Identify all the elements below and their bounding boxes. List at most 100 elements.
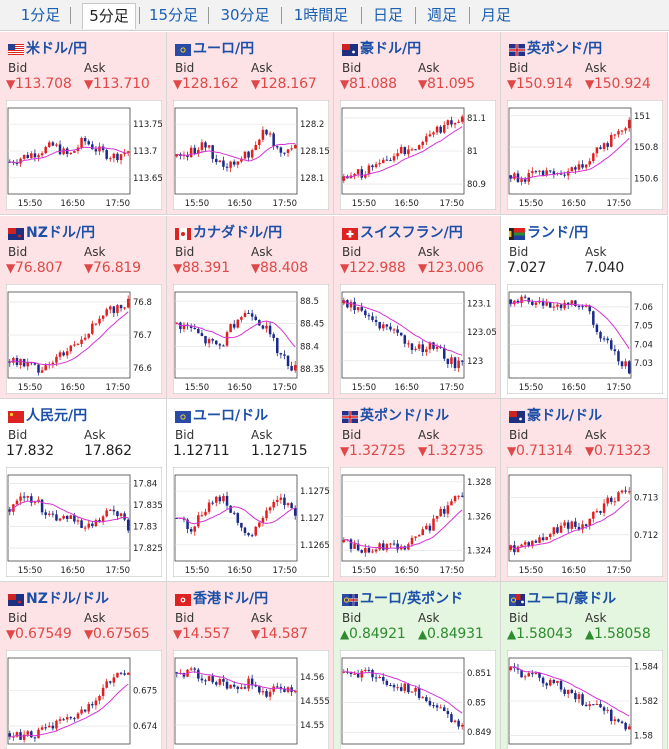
candlestick-chart[interactable]: 76.8 76.7 76.6 15:50 16:50 17:50 <box>6 284 162 394</box>
rate-card[interactable]: ユーロ/豪ドル Bid Ask ▲1.58043 ▲1.58058 1.584 1.582 1… <box>501 582 668 749</box>
down-arrow-icon: ▼ <box>507 444 517 458</box>
candle-body <box>425 349 428 352</box>
pair-name-link[interactable]: ユーロ/円 <box>193 41 255 57</box>
candle-body <box>55 144 58 146</box>
tab-3[interactable]: 15分足 <box>148 6 199 24</box>
candlestick-chart[interactable]: 123.1 123.05 123 15:50 16:50 17:50 <box>340 284 496 394</box>
candle-body <box>549 170 552 172</box>
rate-card[interactable]: 豪ドル/円 Bid Ask ▼81.088 ▼81.095 81.1 81 80.9 15:50… <box>334 32 501 215</box>
chart-svg: 151 150.8 150.6 15:50 16:50 17:50 <box>507 100 663 210</box>
tab-6[interactable]: 日足 <box>372 6 403 24</box>
candlestick-chart[interactable]: 1.1275 1.127 1.1265 15:50 16:50 17:50 <box>173 467 329 577</box>
candle-body <box>87 141 90 145</box>
rate-card[interactable]: ユーロ/円 Bid Ask ▼128.162 ▼128.167 128.2 128.15 12… <box>167 32 334 215</box>
bid-price: 150.914 <box>516 76 573 92</box>
rate-card[interactable]: NZドル/円 Bid Ask ▼76.807 ▼76.819 76.8 76.7 76.6 15… <box>0 216 167 399</box>
rate-card[interactable]: 香港ドル/円 Bid Ask ▼14.557 ▼14.587 14.56 14.555 14.… <box>167 582 334 749</box>
rate-card[interactable]: NZドル/ドルBidAsk▼0.67549▼0.675650.6750.6741… <box>0 582 167 749</box>
rate-card[interactable]: ランド/円 Bid Ask 7.027 7.040 7.06 7.05 7.04 7.03 15:… <box>501 216 668 399</box>
candle-body <box>250 535 254 537</box>
gb-flag-icon <box>509 41 525 56</box>
pair-name-link[interactable]: スイスフラン/円 <box>360 225 463 241</box>
candle-body <box>581 524 584 530</box>
candlestick-chart[interactable]: 88.5 88.45 88.4 88.35 15:50 16:50 17:50 <box>173 284 329 394</box>
candlestick-chart[interactable]: 128.2 128.15 128.1 15:50 16:50 17:50 <box>173 100 329 210</box>
candle-body <box>94 323 98 325</box>
rate-card[interactable]: ユーロ/ドル Bid Ask 1.12711 1.12715 1.1275 1.127 1.1… <box>167 399 334 582</box>
pair-name-link[interactable]: ユーロ/ドル <box>193 408 269 424</box>
candle-body <box>250 313 254 317</box>
tab-4[interactable]: 30分足 <box>220 6 270 24</box>
pair-name-link[interactable]: 豪ドル/円 <box>360 41 422 57</box>
pair-name-link[interactable]: ユーロ/豪ドル <box>527 591 617 607</box>
pair-name-link[interactable]: 人民元/円 <box>26 408 88 424</box>
tab-8[interactable]: 月足 <box>480 6 511 24</box>
candle-body <box>389 684 392 686</box>
pair-name-link[interactable]: 香港ドル/円 <box>193 591 269 607</box>
candle-body <box>403 335 407 344</box>
candle-body <box>403 683 407 691</box>
candle-body <box>374 549 378 552</box>
rate-card[interactable]: 米ドル/円 Bid Ask ▼113.708 ▼113.710 113.75 113.7 11… <box>0 32 167 215</box>
pair-name-link[interactable]: ユーロ/英ポンド <box>360 591 464 607</box>
candlestick-chart[interactable]: 7.06 7.05 7.04 7.03 15:50 16:50 17:50 <box>507 284 663 394</box>
rate-card[interactable]: カナダドル/円 Bid Ask ▼88.391 ▼88.408 88.5 88.45 88.4… <box>167 216 334 399</box>
candlestick-chart[interactable]: 151 150.8 150.6 15:50 16:50 17:50 <box>507 100 663 210</box>
candlestick-chart[interactable]: 81.1 81 80.9 15:50 16:50 17:50 <box>340 100 496 210</box>
candle-body <box>570 300 574 305</box>
pair-name-link[interactable]: 米ドル/円 <box>26 41 88 57</box>
candle-body <box>353 673 356 675</box>
tab-1[interactable]: 1分足 <box>20 6 61 24</box>
candle-body <box>215 340 218 345</box>
candlestick-chart[interactable]: 113.75 113.7 113.65 15:50 16:50 17:50 <box>6 100 162 210</box>
rate-card[interactable]: スイスフラン/円 Bid Ask ▼122.988 ▼123.006 123.1 123.0… <box>334 216 501 399</box>
rate-card[interactable]: 英ポンド/円 Bid Ask ▼150.914 ▼150.924 151 150.8 150.… <box>501 32 668 215</box>
rate-card[interactable]: ユーロ/英ポンド Bid Ask ▲0.84921 ▲0.84931 0.851 0.85 0… <box>334 582 501 749</box>
candle-body <box>116 511 119 517</box>
bid-value: ▲1.58043 <box>507 626 573 642</box>
nz-flag-icon <box>8 591 24 606</box>
rate-card[interactable]: 英ポンド/ドル Bid Ask ▼1.32725 ▼1.32735 1.328 1.326 1… <box>334 399 501 582</box>
candle-body <box>450 714 453 722</box>
candle-body <box>453 357 457 368</box>
pair-name-link[interactable]: カナダドル/円 <box>193 225 283 241</box>
pair-name-link[interactable]: NZドル/円 <box>26 225 95 241</box>
candle-body <box>247 678 250 689</box>
pair-name-link[interactable]: 豪ドル/ドル <box>527 408 603 424</box>
candlestick-chart[interactable]: 1.328 1.326 1.324 15:50 16:50 17:50 <box>340 467 496 577</box>
candle-body <box>425 697 428 702</box>
candlestick-chart[interactable]: 0.713 0.712 15:50 16:50 17:50 <box>507 467 663 577</box>
candle-body <box>204 142 207 148</box>
y-tick-label: 7.05 <box>634 322 653 332</box>
candlestick-chart[interactable]: 17.84 17.835 17.83 17.825 15:50 16:50 17:50 <box>6 467 162 577</box>
pair-name-link[interactable]: 英ポンド/ドル <box>360 408 450 424</box>
candle-body <box>189 147 193 158</box>
x-tick-label: 17:50 <box>106 383 131 393</box>
candle-body <box>606 709 609 711</box>
candle-body <box>109 509 112 511</box>
pair-name-link[interactable]: NZドル/ドル <box>26 591 109 607</box>
candle-body <box>428 342 432 350</box>
rate-card[interactable]: 人民元/円 Bid Ask 17.832 17.862 17.84 17.835 17.83 1… <box>0 399 167 582</box>
tab-7[interactable]: 週足 <box>426 6 457 24</box>
pair-name-link[interactable]: ランド/円 <box>527 225 589 241</box>
candle-body <box>15 500 19 505</box>
pair-name-link[interactable]: 英ポンド/円 <box>527 41 603 57</box>
candle-body <box>584 306 588 308</box>
candle-body <box>624 128 627 131</box>
candle-body <box>595 511 599 513</box>
x-tick-label: 15:50 <box>185 383 210 393</box>
candle-body <box>509 299 513 305</box>
tab-5[interactable]: 1時間足 <box>293 6 349 24</box>
ask-value: ▼81.095 <box>418 76 475 92</box>
candle-body <box>620 130 624 132</box>
rate-card[interactable]: 豪ドル/ドル Bid Ask ▼0.71314 ▼0.71323 0.713 0.712 15… <box>501 399 668 582</box>
tab-2[interactable]: 5分足 <box>82 3 136 29</box>
candle-body <box>243 312 247 318</box>
bid-value: ▼81.088 <box>340 76 397 92</box>
candle-body <box>225 166 229 168</box>
